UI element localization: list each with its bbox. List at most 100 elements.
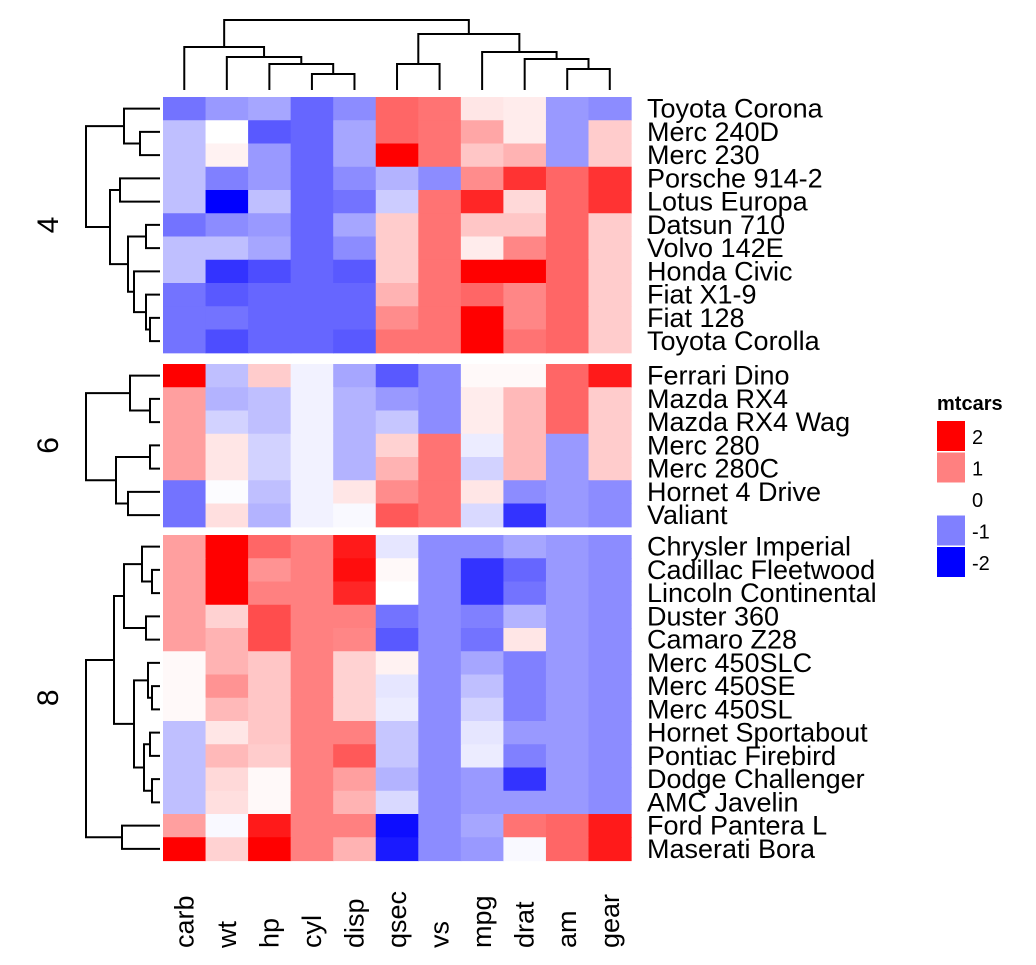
row-dendrogram-branch [85, 658, 122, 839]
heatmap-cell [503, 259, 547, 284]
heatmap-cell [460, 236, 504, 261]
heatmap-cell [418, 790, 462, 815]
heatmap-cell [545, 604, 590, 629]
heatmap-cell [545, 329, 590, 354]
heatmap-cell [205, 767, 249, 792]
heatmap-cell [418, 236, 462, 261]
row-dendrogram-branch [127, 235, 146, 293]
row-label: Ford Pantera L [647, 811, 827, 841]
heatmap-cell [503, 651, 547, 676]
row-label: Porsche 914-2 [647, 163, 823, 193]
heatmap-cell [333, 213, 377, 238]
legend-label: 2 [972, 427, 983, 449]
column-label: wt [212, 921, 242, 949]
heatmap-cell [248, 628, 292, 652]
heatmap-cell [333, 329, 377, 354]
heatmap-cell [163, 329, 207, 354]
column-dendrogram-branch [396, 63, 441, 90]
heatmap-cell [588, 628, 632, 652]
heatmap-cell [290, 329, 334, 354]
heatmap-cell [545, 744, 590, 769]
heatmap-cell [545, 457, 590, 481]
heatmap-cell [205, 721, 249, 745]
heatmap-cell [248, 329, 292, 354]
heatmap-cell [588, 604, 632, 629]
heatmap-cell [418, 190, 462, 214]
heatmap-cell [545, 697, 590, 722]
heatmap-cell [545, 628, 590, 652]
heatmap-cell [290, 236, 334, 261]
heatmap-cell [375, 790, 419, 815]
heatmap-cell [375, 143, 419, 168]
heatmap-cell [545, 581, 590, 606]
heatmap-cell [375, 628, 419, 652]
row-label: Mazda RX4 Wag [647, 407, 850, 437]
heatmap-cell [375, 604, 419, 629]
column-labels: carb wt hp cyl disp qsec vs mpg drat am gear [169, 891, 624, 949]
heatmap-cell [375, 364, 419, 388]
heatmap-cell [545, 190, 590, 214]
heatmap-cell [205, 190, 249, 214]
heatmap-cell [333, 744, 377, 769]
heatmap-cell [205, 120, 249, 145]
row-label: Maserati Bora [647, 834, 816, 864]
heatmap-cell [375, 213, 419, 238]
heatmap-cell [290, 697, 334, 722]
heatmap-cell [503, 744, 547, 769]
heatmap-cell [418, 503, 462, 528]
row-dendrogram-branch [85, 125, 124, 229]
heatmap-cell [248, 190, 292, 214]
heatmap-cell [460, 433, 504, 458]
heatmap-cell [205, 837, 249, 862]
column-dendrogram-branch [481, 51, 558, 90]
heatmap-cell [163, 721, 207, 745]
heatmap-cell [290, 213, 334, 238]
heatmap-cell [588, 120, 632, 145]
heatmap-cell [418, 283, 462, 307]
row-dendrogram-branch [123, 107, 160, 145]
heatmap-cell [333, 306, 377, 331]
heatmap-cell [545, 236, 590, 261]
row-dendrogram-branch [145, 615, 160, 641]
heatmap-cell [375, 283, 419, 307]
heatmap-cell [375, 814, 419, 838]
heatmap-cell [460, 535, 504, 559]
heatmap-cell [205, 581, 249, 606]
heatmap-cell [418, 410, 462, 435]
heatmap-cell [248, 535, 292, 559]
row-label: Merc 450SE [647, 671, 796, 701]
heatmap-cell [460, 283, 504, 307]
heatmap-cell [248, 651, 292, 676]
row-label: Ferrari Dino [647, 361, 790, 391]
heatmap-cell [503, 814, 547, 838]
heatmap-cell [290, 433, 334, 458]
heatmap-cell [290, 558, 334, 583]
heatmap-cell [375, 259, 419, 284]
heatmap-cell [503, 721, 547, 745]
legend-label: -1 [972, 522, 990, 544]
row-dendrogram-branch [151, 685, 160, 711]
heatmap-cell [163, 674, 207, 699]
heatmap-cell [248, 457, 292, 481]
row-dendrogram-branch [145, 223, 160, 250]
heatmap-cell [290, 120, 334, 145]
heatmap-cell [333, 97, 377, 121]
heatmap-cell [545, 790, 590, 815]
column-dendrogram-branch [310, 73, 356, 90]
heatmap-cell [333, 236, 377, 261]
heatmap-cell [375, 236, 419, 261]
heatmap-cell [163, 581, 207, 606]
heatmap-cell [375, 166, 419, 191]
heatmap-cell [460, 744, 504, 769]
heatmap-cell [248, 744, 292, 769]
heatmap-cell [503, 790, 547, 815]
heatmap-cell [460, 259, 504, 284]
heatmap-cell [290, 535, 334, 559]
heatmap-cell [503, 558, 547, 583]
row-label: Hornet 4 Drive [647, 477, 821, 507]
heatmap-cell [545, 814, 590, 838]
heatmap-cell [418, 814, 462, 838]
heatmap-cell [375, 480, 419, 505]
heatmap-cell [163, 651, 207, 676]
